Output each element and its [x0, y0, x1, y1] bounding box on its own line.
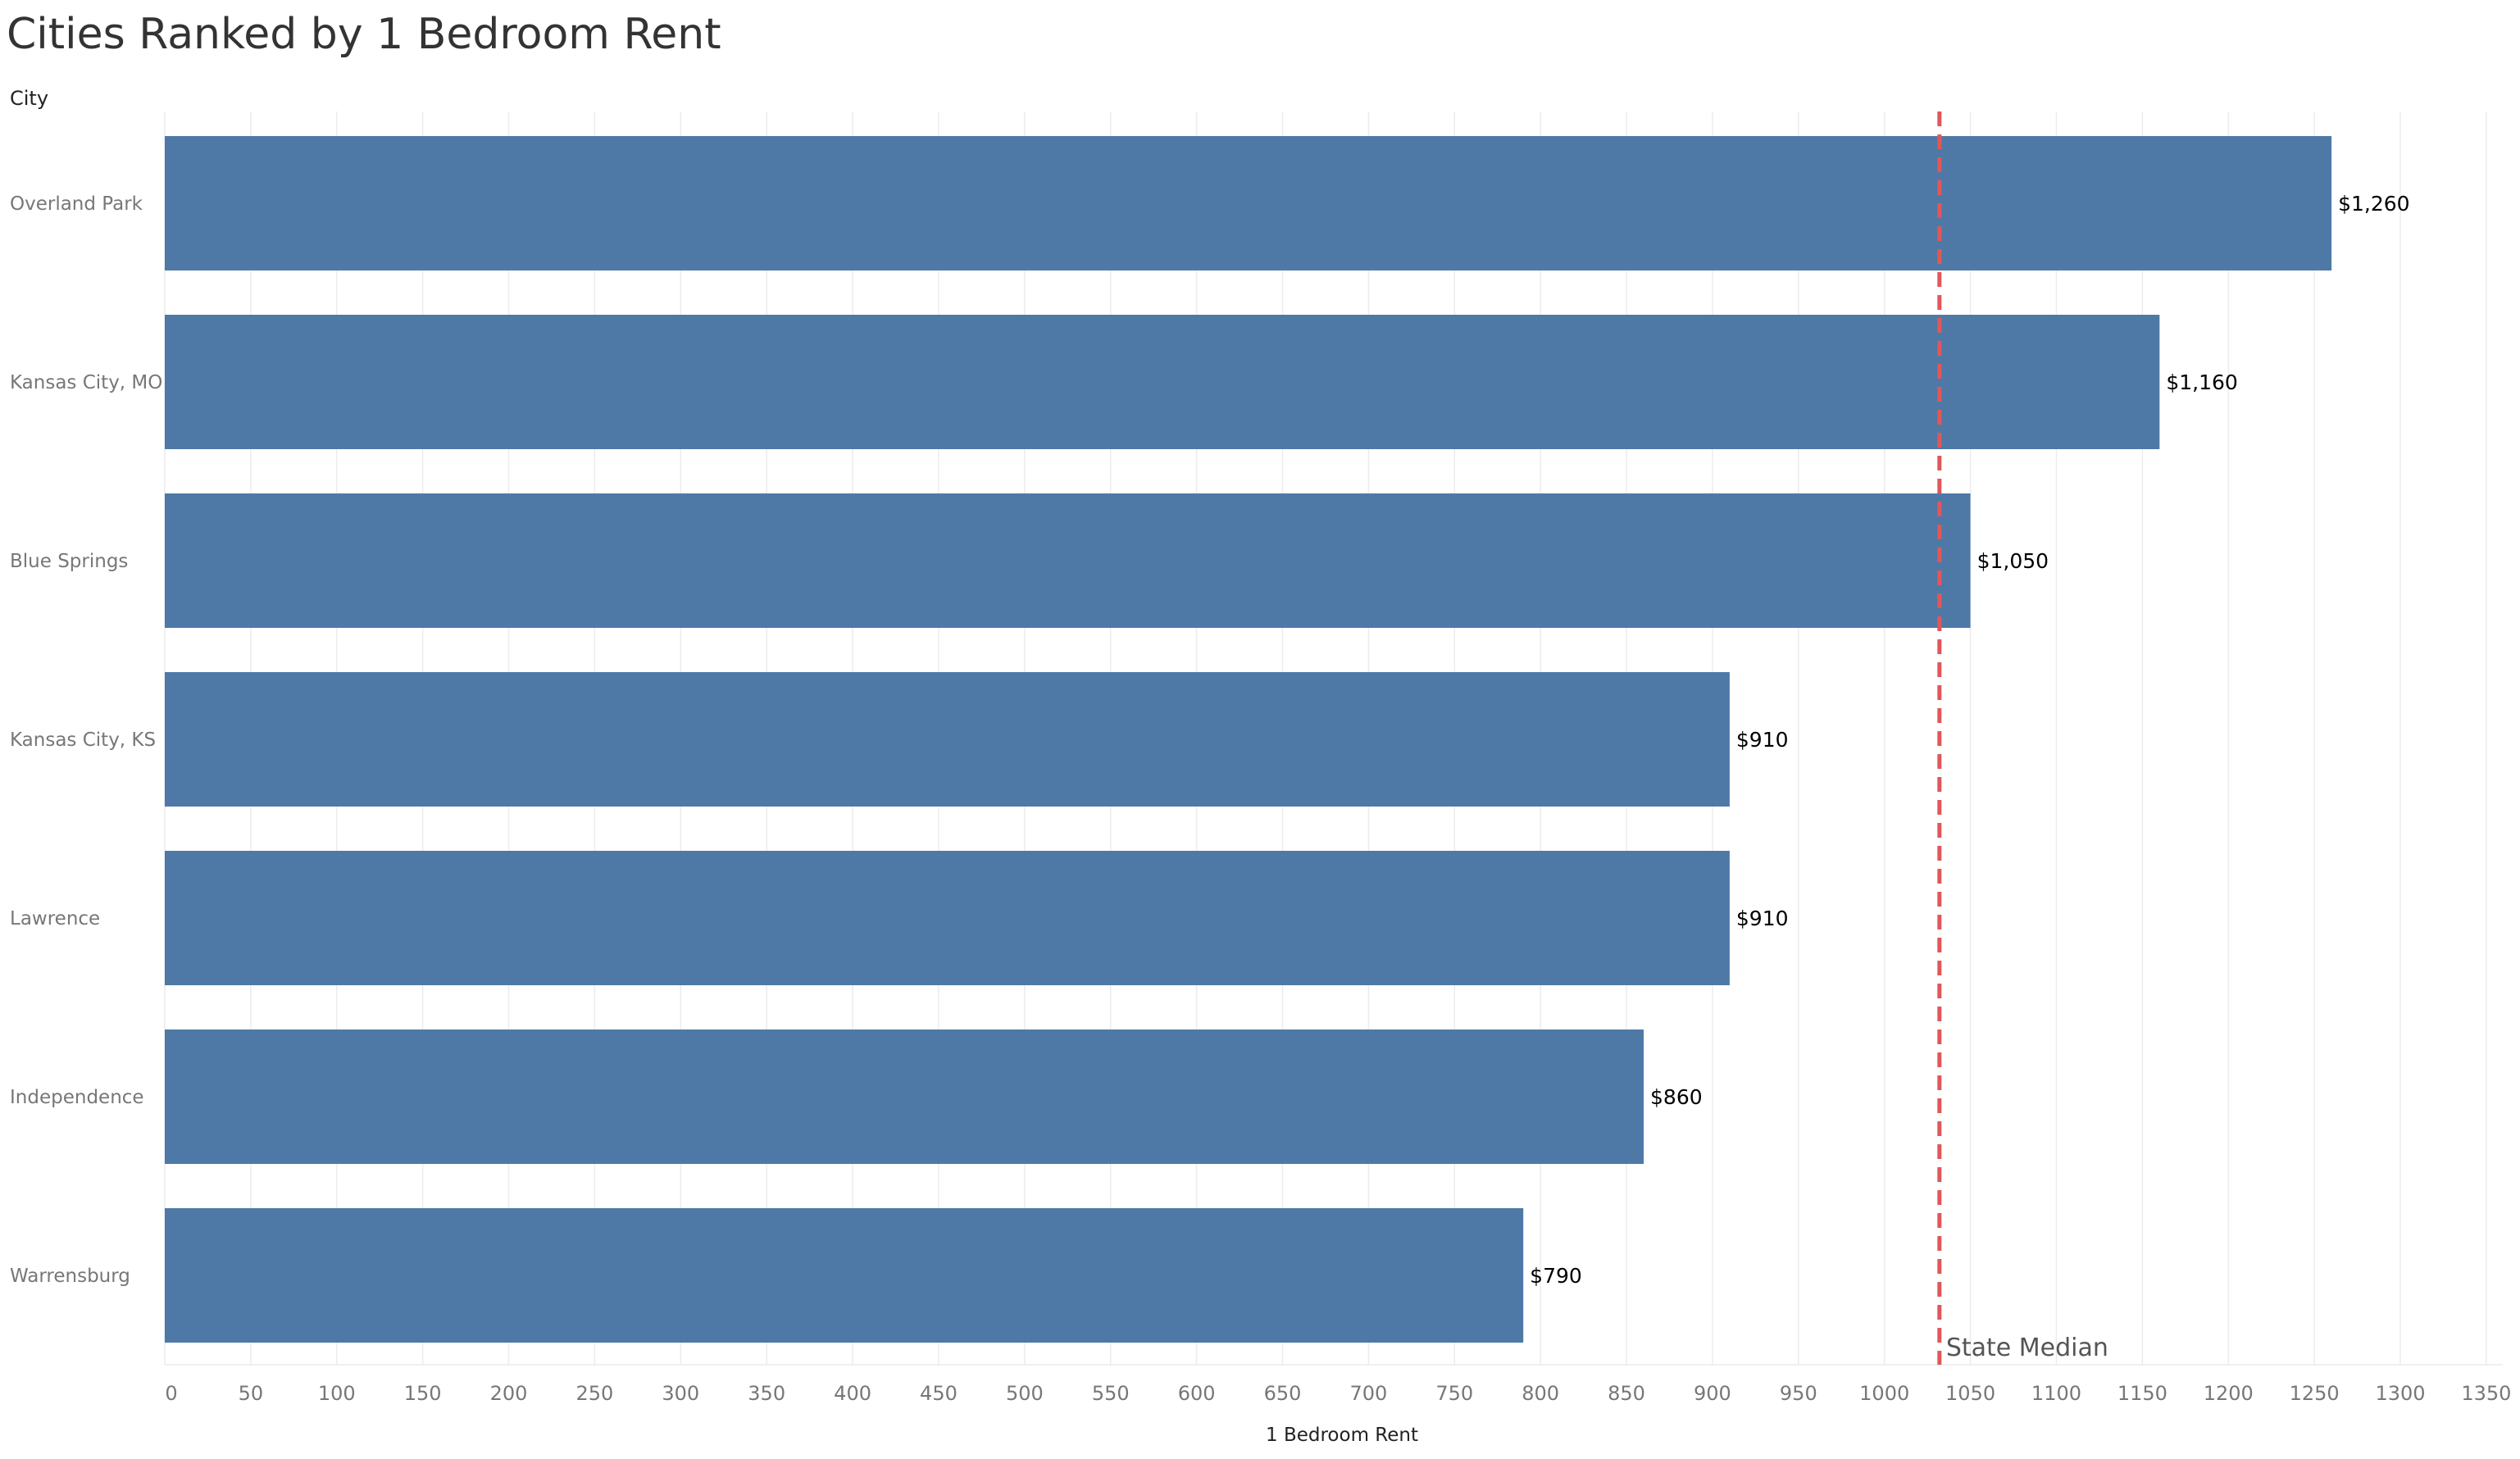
- x-tick-label-12: 600: [1178, 1382, 1216, 1405]
- x-tick-label-21: 1050: [1945, 1382, 1995, 1405]
- x-tick-label-26: 1300: [2375, 1382, 2425, 1405]
- category-label-6: Warrensburg: [10, 1266, 130, 1287]
- bar-2[interactable]: [165, 493, 1971, 628]
- bar-0[interactable]: [165, 136, 2332, 270]
- value-label-1: $1,160: [2166, 370, 2237, 394]
- value-label-5: $860: [1650, 1085, 1703, 1109]
- bar-5[interactable]: [165, 1029, 1644, 1164]
- x-tick-label-6: 300: [662, 1382, 699, 1405]
- x-tick-label-18: 900: [1694, 1382, 1731, 1405]
- value-label-2: $1,050: [1977, 549, 2049, 573]
- reference-line-label: State Median: [1946, 1334, 2108, 1362]
- x-tick-label-5: 250: [576, 1382, 614, 1405]
- bar-6[interactable]: [165, 1208, 1524, 1343]
- value-label-4: $910: [1736, 907, 1789, 930]
- value-label-3: $910: [1736, 728, 1789, 752]
- bar-3[interactable]: [165, 672, 1730, 807]
- x-tick-label-22: 1100: [2031, 1382, 2081, 1405]
- chart-title: Cities Ranked by 1 Bedroom Rent: [7, 10, 721, 59]
- x-tick-label-3: 150: [404, 1382, 442, 1405]
- value-label-6: $790: [1530, 1264, 1582, 1288]
- bar-1[interactable]: [165, 315, 2160, 449]
- x-tick-label-7: 350: [748, 1382, 785, 1405]
- x-tick-label-8: 400: [834, 1382, 871, 1405]
- category-label-1: Kansas City, MO: [10, 372, 162, 393]
- x-tick-label-9: 450: [920, 1382, 958, 1405]
- x-tick-label-25: 1250: [2290, 1382, 2340, 1405]
- category-label-0: Overland Park: [10, 193, 143, 215]
- x-tick-label-11: 550: [1092, 1382, 1130, 1405]
- category-label-5: Independence: [10, 1087, 144, 1108]
- dimension-header: City: [10, 87, 49, 110]
- bar-4[interactable]: [165, 851, 1730, 985]
- x-tick-label-15: 750: [1435, 1382, 1473, 1405]
- category-label-3: Kansas City, KS: [10, 730, 156, 751]
- x-tick-label-16: 800: [1522, 1382, 1559, 1405]
- x-tick-label-24: 1200: [2204, 1382, 2254, 1405]
- x-tick-label-10: 500: [1006, 1382, 1044, 1405]
- x-tick-label-27: 1350: [2461, 1382, 2511, 1405]
- x-axis-title: 1 Bedroom Rent: [1266, 1425, 1418, 1446]
- x-tick-label-4: 200: [490, 1382, 528, 1405]
- x-tick-label-1: 50: [239, 1382, 264, 1405]
- x-tick-label-14: 700: [1349, 1382, 1387, 1405]
- x-tick-label-2: 100: [318, 1382, 356, 1405]
- x-tick-label-17: 850: [1608, 1382, 1645, 1405]
- category-label-4: Lawrence: [10, 908, 100, 929]
- x-tick-label-23: 1150: [2117, 1382, 2167, 1405]
- x-tick-label-20: 1000: [1859, 1382, 1909, 1405]
- x-tick-label-19: 950: [1780, 1382, 1817, 1405]
- x-tick-label-13: 650: [1264, 1382, 1302, 1405]
- category-label-2: Blue Springs: [10, 551, 128, 572]
- x-tick-label-0: 0: [165, 1382, 177, 1405]
- value-label-0: $1,260: [2338, 192, 2409, 216]
